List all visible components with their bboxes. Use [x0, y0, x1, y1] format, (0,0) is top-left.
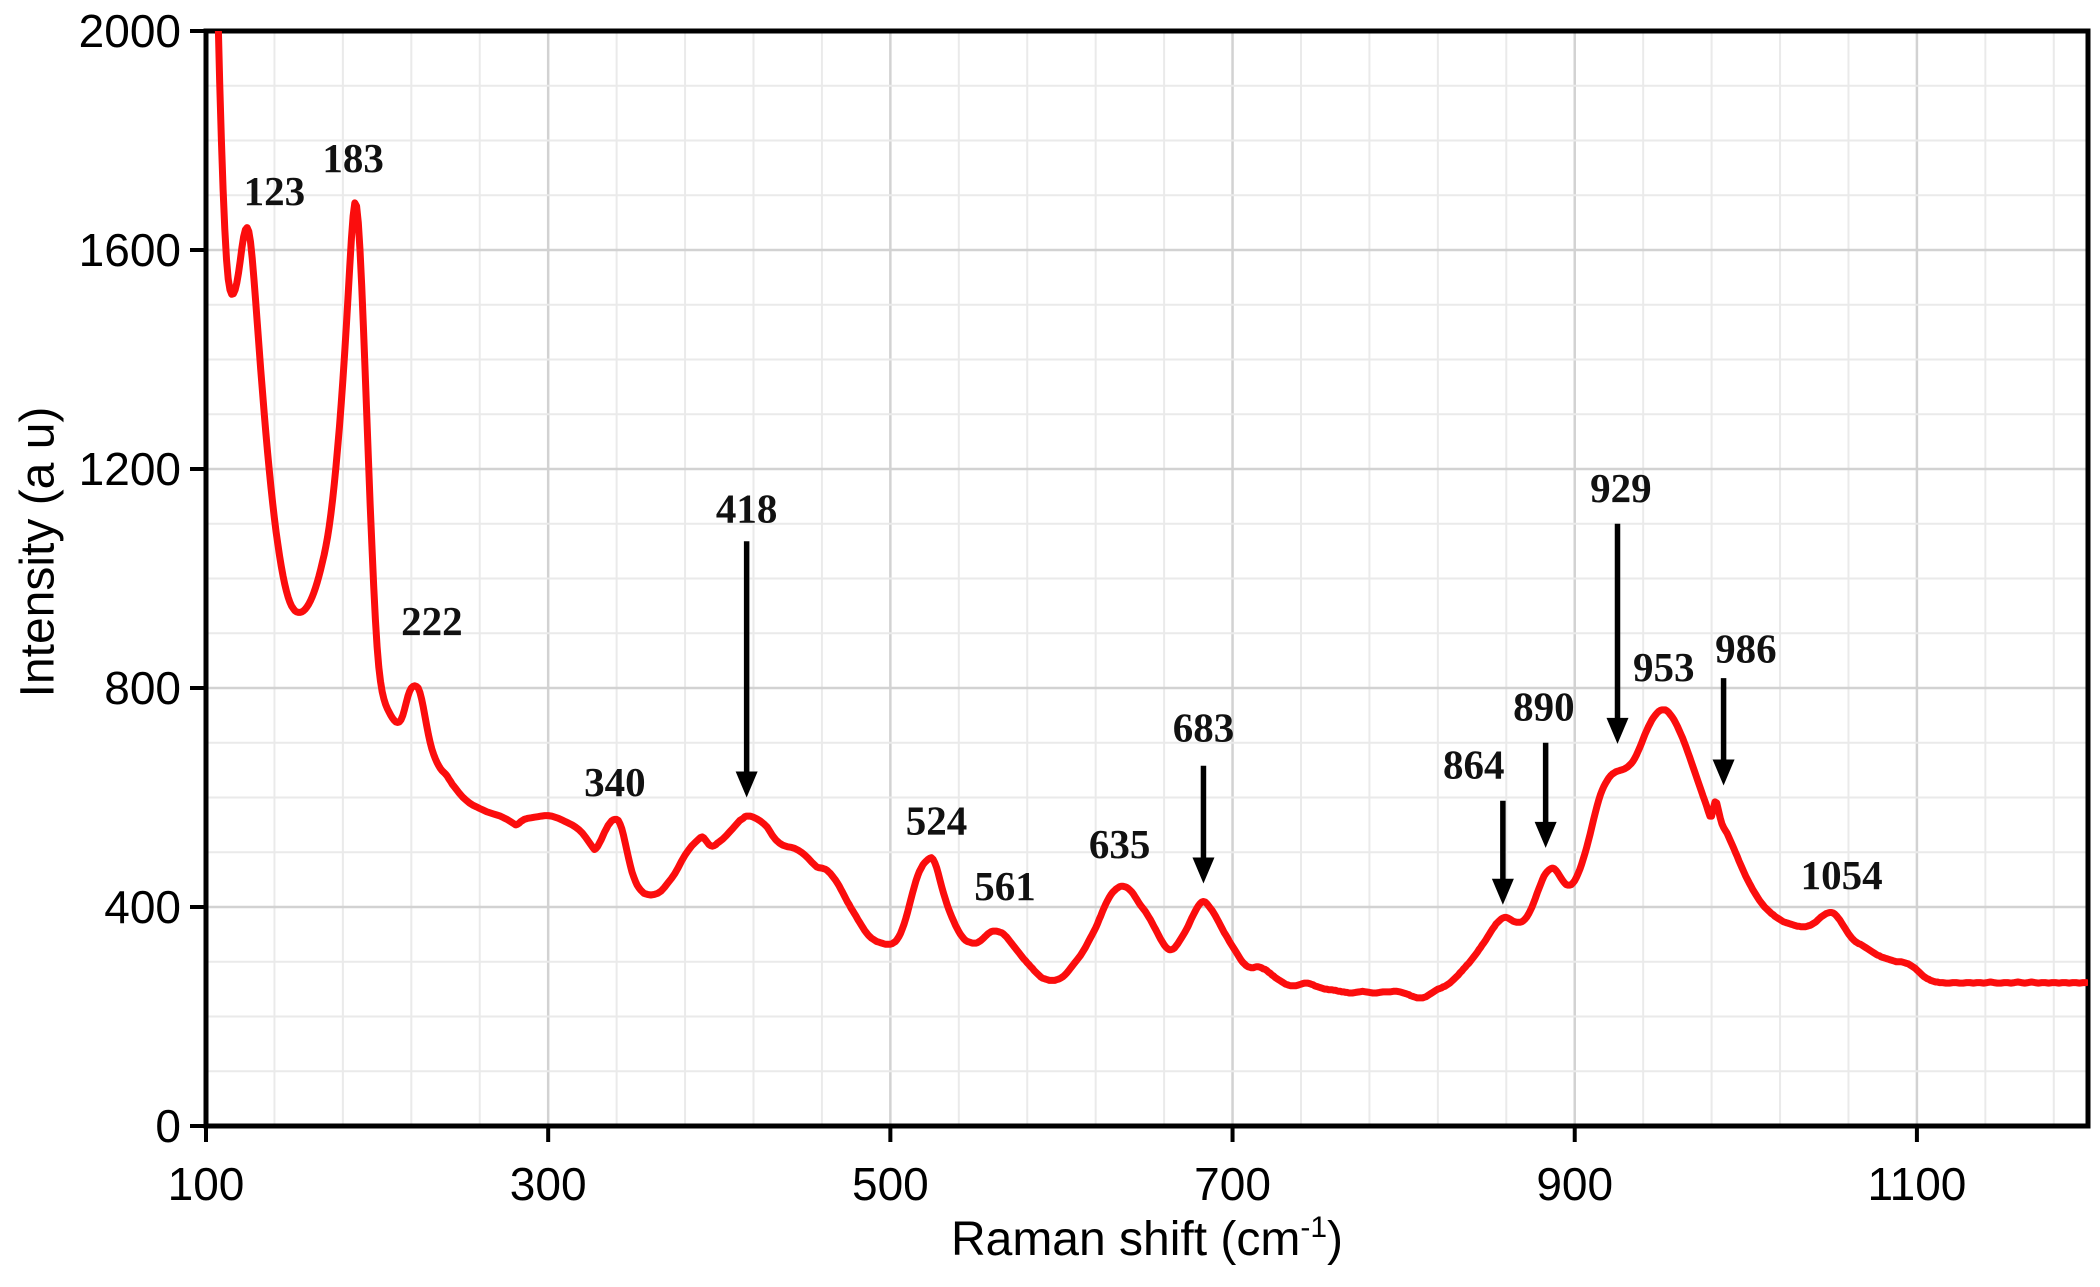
peak-annotation-arrowhead	[1606, 717, 1629, 744]
peak-annotation-arrowhead	[1712, 759, 1735, 786]
y-tick-label: 1600	[79, 224, 181, 276]
peak-annotation-arrowhead	[1534, 821, 1557, 848]
peak-annotation-arrowhead	[1192, 857, 1215, 884]
peak-annotation-label: 953	[1633, 644, 1695, 690]
x-axis-title-superscript: -1	[1300, 1211, 1328, 1244]
y-tick-label: 800	[104, 662, 181, 714]
x-tick-label: 1100	[1867, 1158, 1966, 1210]
x-tick-label: 500	[852, 1158, 929, 1210]
x-tick-label: 900	[1536, 1158, 1613, 1210]
x-axis-title-close: )	[1327, 1213, 1344, 1266]
peak-annotation-label: 929	[1590, 465, 1652, 511]
peak-annotation-label: 524	[906, 797, 968, 843]
axis-ticks: 100 300 500 700 900 1100 0 400 800 1200 1600 2000	[79, 5, 1967, 1210]
y-axis-title: Intensity (a u)	[11, 406, 65, 698]
x-tick-label: 300	[510, 1158, 587, 1210]
spectrum-line	[214, 31, 2088, 1002]
y-tick-label: 2000	[79, 5, 181, 57]
y-tick-label: 1200	[79, 443, 181, 495]
peak-annotation-label: 561	[974, 863, 1036, 909]
x-tick-label: 700	[1194, 1158, 1271, 1210]
x-tick-label: 100	[168, 1158, 245, 1210]
peak-annotation-label: 183	[322, 135, 384, 181]
peak-annotation-label: 890	[1513, 684, 1575, 730]
x-axis-title: Raman shift (cm-1)	[951, 1212, 1343, 1267]
peak-annotation-arrowhead	[735, 771, 758, 798]
x-axis-title-text: Raman shift (cm	[950, 1213, 1301, 1266]
peak-annotation-label: 635	[1089, 821, 1151, 867]
peak-annotation-label: 864	[1443, 742, 1505, 788]
peak-annotation-label: 123	[244, 168, 306, 214]
peak-annotation-label: 986	[1715, 626, 1777, 672]
y-tick-label: 400	[104, 881, 181, 933]
plot-border	[203, 28, 2091, 1129]
peak-annotation-label: 1054	[1801, 852, 1883, 898]
gridlines	[206, 31, 2088, 1126]
peak-annotation-arrowhead	[1491, 878, 1514, 905]
peak-annotation-label: 340	[584, 759, 646, 805]
peak-annotation-label: 683	[1173, 704, 1235, 750]
y-tick-label: 0	[155, 1100, 181, 1152]
peak-annotation-label: 222	[401, 598, 463, 644]
peak-annotation-label: 418	[716, 485, 778, 531]
